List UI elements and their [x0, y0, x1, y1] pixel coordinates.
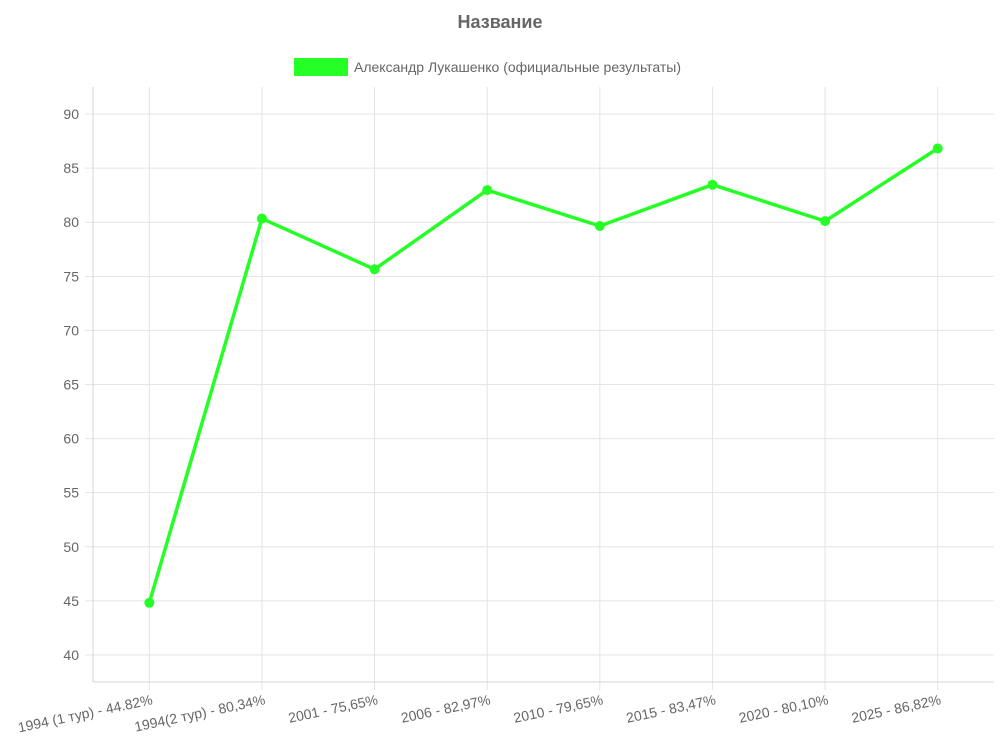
x-tick-label: 2025 - 86,82% — [850, 691, 942, 726]
chart-title: Название — [458, 12, 543, 32]
axes — [92, 87, 994, 683]
data-point[interactable] — [707, 179, 718, 190]
x-tick-label: 2006 - 82,97% — [399, 691, 491, 726]
series-line — [147, 146, 940, 605]
series-group — [144, 143, 943, 608]
y-tick-label: 90 — [63, 106, 79, 122]
y-tick-label: 45 — [63, 593, 79, 609]
y-tick-label: 80 — [63, 214, 79, 230]
y-tick-label: 60 — [63, 431, 79, 447]
data-point[interactable] — [932, 143, 943, 154]
x-tick-label: 2015 - 83,47% — [625, 691, 717, 726]
x-axis-ticks: 1994 (1 тур) - 44.82%1994(2 тур) - 80,34… — [16, 691, 942, 735]
y-tick-label: 70 — [63, 322, 79, 338]
data-point[interactable] — [144, 597, 155, 608]
data-point[interactable] — [820, 216, 831, 227]
y-tick-label: 55 — [63, 485, 79, 501]
x-tick-label: 1994 (1 тур) - 44.82% — [16, 691, 153, 735]
y-tick-label: 85 — [63, 160, 79, 176]
y-tick-label: 65 — [63, 377, 79, 393]
legend-swatch[interactable] — [294, 58, 348, 76]
x-tick-label: 1994(2 тур) - 80,34% — [133, 691, 267, 734]
data-point[interactable] — [594, 221, 605, 232]
x-tick-label: 2001 - 75,65% — [287, 691, 379, 726]
data-point[interactable] — [482, 185, 493, 196]
grid — [85, 87, 994, 690]
x-tick-label: 2010 - 79,65% — [512, 691, 604, 726]
legend[interactable]: Александр Лукашенко (официальные результ… — [294, 58, 681, 76]
legend-label[interactable]: Александр Лукашенко (официальные результ… — [354, 59, 681, 75]
y-tick-label: 40 — [63, 647, 79, 663]
y-axis-ticks: 40 45 50 55 60 65 70 75 80 85 90 — [63, 106, 79, 663]
data-point[interactable] — [256, 213, 267, 224]
data-point[interactable] — [369, 264, 380, 275]
x-tick-label: 2020 - 80,10% — [737, 691, 829, 726]
y-tick-label: 75 — [63, 268, 79, 284]
y-tick-label: 50 — [63, 539, 79, 555]
